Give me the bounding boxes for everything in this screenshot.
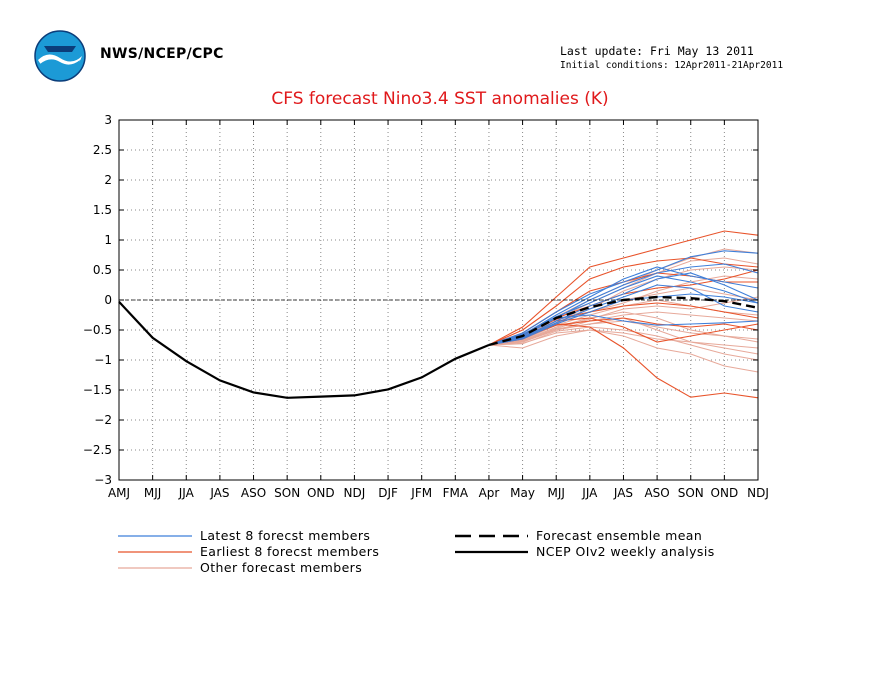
earliest-member-line (488, 257, 759, 346)
x-tick-label: SON (678, 486, 704, 500)
y-tick-label: −3 (94, 473, 112, 487)
noaa-logo (34, 30, 86, 82)
x-tick-label: OND (307, 486, 335, 500)
y-tick-label: −0.5 (83, 323, 112, 337)
y-tick-label: 1 (104, 233, 112, 247)
x-tick-label: NDJ (344, 486, 366, 500)
y-tick-label: 2.5 (93, 143, 112, 157)
main-series (118, 295, 759, 399)
initial-conditions: Initial conditions: 12Apr2011-21Apr2011 (560, 60, 784, 71)
x-tick-label: ASO (644, 486, 669, 500)
x-tick-label: MJJ (144, 486, 161, 500)
x-tick-label: May (510, 486, 535, 500)
x-tick-label: JFM (410, 486, 432, 500)
y-tick-label: −1 (94, 353, 112, 367)
x-axis: AMJ MJJ JJA JAS ASO SON OND NDJ DJF JFM FMA Apr May M… (108, 120, 769, 500)
y-tick-label: 0.5 (93, 263, 112, 277)
other-member-line (488, 329, 759, 349)
other-member-line (488, 326, 759, 361)
latest-member-line (488, 272, 759, 346)
y-tick-label: 0 (104, 293, 112, 307)
x-tick-label: FMA (443, 486, 469, 500)
legend-label-latest: Latest 8 forecst members (200, 528, 370, 543)
y-tick-label: −1.5 (83, 383, 112, 397)
latest-member-line (488, 275, 759, 346)
x-tick-label: ASO (241, 486, 266, 500)
org-name: NWS/NCEP/CPC (100, 46, 224, 62)
x-tick-label: MJJ (547, 486, 564, 500)
grid (119, 120, 758, 480)
analysis-line (118, 301, 490, 399)
ensemble-mean-line (488, 295, 759, 347)
latest-member-line (488, 250, 759, 346)
x-tick-label: JAS (209, 486, 229, 500)
x-tick-label: AMJ (108, 486, 130, 500)
y-tick-label: −2.5 (83, 443, 112, 457)
x-tick-label: OND (711, 486, 739, 500)
legend-label-mean: Forecast ensemble mean (536, 528, 702, 543)
x-tick-label: DJF (378, 486, 398, 500)
x-tick-label: JJA (581, 486, 598, 500)
chart-title: CFS forecast Nino3.4 SST anomalies (K) (271, 89, 609, 109)
other-member-line (488, 296, 759, 346)
y-tick-label: 3 (104, 113, 112, 127)
last-update: Last update: Fri May 13 2011 (560, 44, 754, 58)
legend-label-analysis: NCEP OIv2 weekly analysis (536, 544, 715, 559)
y-tick-label: −2 (94, 413, 112, 427)
x-tick-label: SON (274, 486, 300, 500)
legend-label-other: Other forecast members (200, 560, 362, 575)
x-tick-label: NDJ (747, 486, 769, 500)
other-member-line (488, 311, 759, 346)
y-tick-label: 1.5 (93, 203, 112, 217)
x-tick-label: JJA (178, 486, 195, 500)
x-tick-label: Apr (479, 486, 500, 500)
legend-label-earliest: Earliest 8 forecst members (200, 544, 379, 559)
y-tick-label: 2 (104, 173, 112, 187)
y-axis: −3 −2.5 −2 −1.5 −1 −0.5 0 0.5 1 1.5 2 2.5 3 (83, 113, 758, 487)
earliest-member-line (488, 230, 759, 346)
x-tick-label: JAS (613, 486, 633, 500)
